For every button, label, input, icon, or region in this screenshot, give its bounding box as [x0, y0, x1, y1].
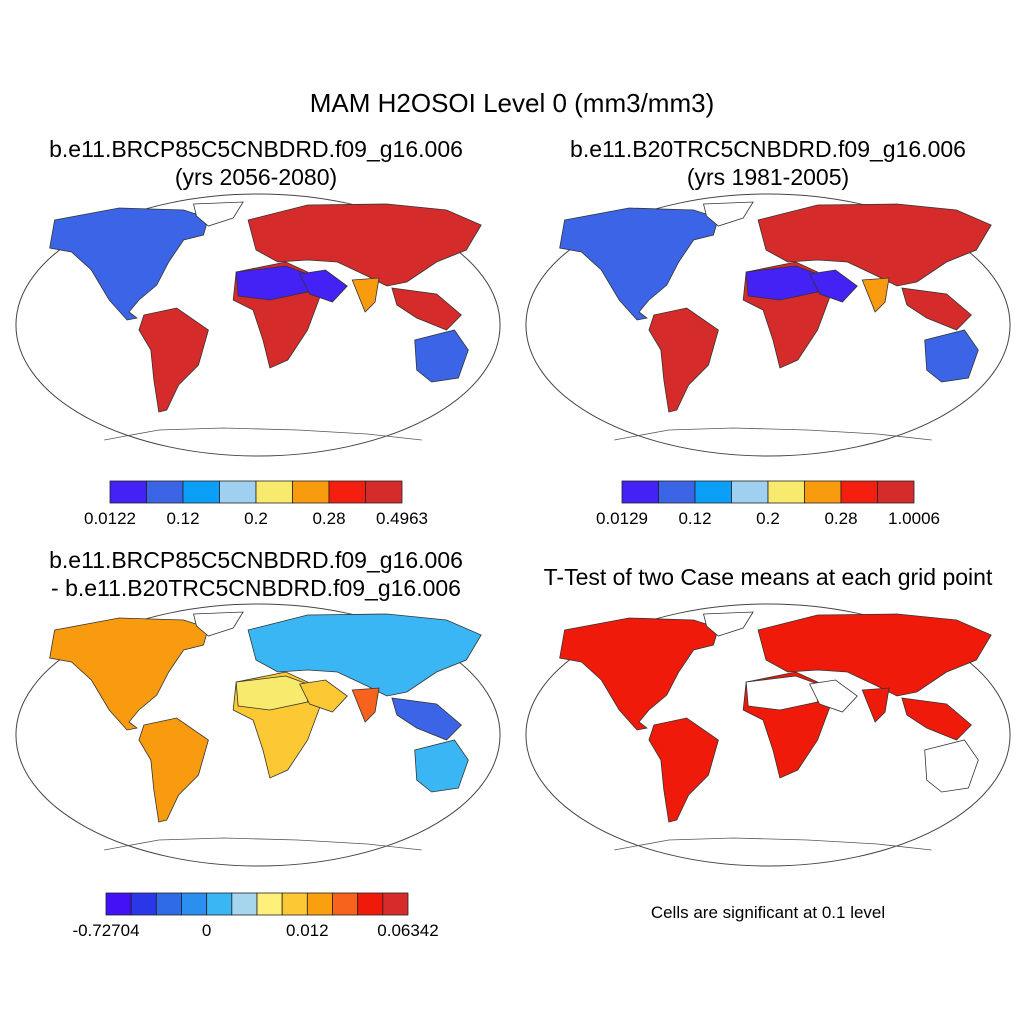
- region-eurasia: [247, 613, 482, 697]
- colorbar-case1: 0.0122 0.12 0.2 0.28 0.4963: [84, 480, 428, 528]
- colorbar-swatch: [694, 480, 732, 504]
- colorbar-swatch: [182, 480, 220, 504]
- colorbar-swatch: [877, 480, 915, 504]
- region-australia: [924, 739, 979, 793]
- region-greenland: [193, 201, 244, 227]
- region-middle-east: [809, 269, 858, 303]
- region-south-america: [648, 717, 719, 823]
- region-eurasia: [757, 203, 992, 287]
- region-eurasia: [757, 613, 992, 697]
- region-sahara: [235, 265, 308, 301]
- colorbar-swatch: [658, 480, 696, 504]
- colorbar-tick-label: 0.28: [312, 509, 345, 528]
- colorbar-swatch: [332, 892, 359, 916]
- map-difference: [15, 603, 501, 867]
- colorbar-swatch: [206, 892, 233, 916]
- region-south-america: [138, 307, 209, 413]
- region-se-asia: [391, 697, 462, 741]
- region-sahara: [745, 675, 818, 711]
- antarctica-coastline: [104, 837, 422, 851]
- colorbar-swatch: [105, 892, 132, 916]
- region-australia: [414, 739, 469, 793]
- colorbar-tick-label: 0.0129: [596, 509, 648, 528]
- colorbar-swatch: [231, 892, 258, 916]
- colorbar-swatch: [328, 480, 366, 504]
- colorbar-tick-label: -0.72704: [72, 921, 139, 940]
- colorbar-tick-label: 0.4963: [376, 509, 428, 528]
- colorbar-swatch: [767, 480, 805, 504]
- colorbar-tick-label: 0: [202, 921, 211, 940]
- colorbar-swatch: [840, 480, 878, 504]
- region-middle-east: [809, 679, 858, 713]
- colorbar-swatch: [256, 892, 283, 916]
- region-south-america: [138, 717, 209, 823]
- colorbar-swatch: [109, 480, 147, 504]
- region-india: [861, 277, 890, 313]
- region-middle-east: [299, 679, 348, 713]
- figure-title: MAM H2OSOI Level 0 (mm3/mm3): [309, 88, 715, 118]
- region-greenland: [703, 201, 754, 227]
- panel-title-ttest: T-Test of two Case means at each grid po…: [543, 564, 993, 590]
- region-se-asia: [391, 287, 462, 331]
- colorbar-tick-label: 1.0006: [888, 509, 940, 528]
- colorbar-swatch: [130, 892, 157, 916]
- colorbar-swatch: [731, 480, 769, 504]
- colorbar-tick-label: 0.28: [824, 509, 857, 528]
- panel-title-case1-line2: (yrs 2056-2080): [174, 164, 338, 190]
- panel-title-case1: b.e11.BRCP85C5CNBDRD.f09_g16.006 (yrs 20…: [12, 135, 500, 191]
- region-sahara: [745, 265, 818, 301]
- colorbar-tick-label: 0.12: [678, 509, 711, 528]
- map-case2: [525, 193, 1011, 457]
- significance-note: Cells are significant at 0.1 level: [650, 903, 886, 922]
- panel-title-case2-line2: (yrs 1981-2005): [686, 164, 850, 190]
- colorbar-case2: 0.0129 0.12 0.2 0.28 1.0006: [596, 480, 940, 528]
- panel-title-case2: b.e11.B20TRC5CNBDRD.f09_g16.006 (yrs 198…: [524, 135, 1012, 191]
- panel-title-case1-line1: b.e11.BRCP85C5CNBDRD.f09_g16.006: [49, 136, 463, 162]
- colorbar-swatch: [219, 480, 257, 504]
- region-australia: [414, 329, 469, 383]
- colorbar-tick-label: 0.12: [166, 509, 199, 528]
- colorbar-swatch: [365, 480, 403, 504]
- colorbar-swatch: [292, 480, 330, 504]
- colorbar-tick-label: 0.06342: [377, 921, 438, 940]
- colorbar-tick-label: 0.2: [244, 509, 268, 528]
- colorbar-swatch: [804, 480, 842, 504]
- region-australia: [924, 329, 979, 383]
- region-india: [861, 687, 890, 723]
- antarctica-coastline: [104, 427, 422, 441]
- region-se-asia: [901, 697, 972, 741]
- colorbar-swatch: [306, 892, 333, 916]
- region-india: [351, 687, 380, 723]
- colorbar-swatch: [281, 892, 308, 916]
- colorbar-tick-label: 0.0122: [84, 509, 136, 528]
- colorbar-tick-label: 0.2: [756, 509, 780, 528]
- colorbar-tick-label: 0.012: [286, 921, 329, 940]
- antarctica-coastline: [614, 427, 932, 441]
- colorbar-swatch: [357, 892, 384, 916]
- panel-title-case2-line1: b.e11.B20TRC5CNBDRD.f09_g16.006: [570, 136, 966, 162]
- colorbar-swatch: [146, 480, 184, 504]
- colorbar-swatch: [382, 892, 409, 916]
- colorbar-swatch: [255, 480, 293, 504]
- antarctica-coastline: [614, 837, 932, 851]
- region-eurasia: [247, 203, 482, 287]
- region-middle-east: [299, 269, 348, 303]
- panel-title-difference-line2: - b.e11.B20TRC5CNBDRD.f09_g16.006: [51, 575, 461, 601]
- map-ttest: [525, 603, 1011, 867]
- map-case1: [15, 193, 501, 457]
- panel-title-difference: b.e11.BRCP85C5CNBDRD.f09_g16.006 - b.e11…: [12, 546, 500, 602]
- region-greenland: [703, 611, 754, 637]
- panel-title-difference-line1: b.e11.BRCP85C5CNBDRD.f09_g16.006: [49, 547, 463, 573]
- colorbar-swatch: [621, 480, 659, 504]
- region-se-asia: [901, 287, 972, 331]
- colorbar-swatch: [181, 892, 208, 916]
- colorbar-difference: -0.72704 0 0.012 0.06342: [72, 892, 439, 940]
- region-greenland: [193, 611, 244, 637]
- region-india: [351, 277, 380, 313]
- region-sahara: [235, 675, 308, 711]
- colorbar-swatch: [155, 892, 182, 916]
- region-south-america: [648, 307, 719, 413]
